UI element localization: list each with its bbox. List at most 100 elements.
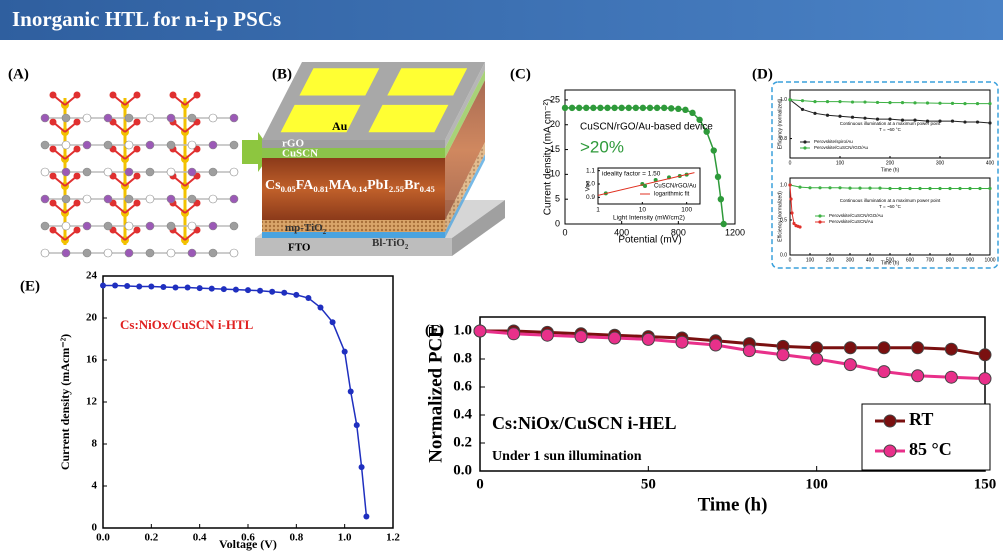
perovskite-label-sub: 0.81: [313, 184, 328, 194]
atom: [167, 249, 175, 257]
atom: [83, 114, 91, 122]
y-tick-label: 0.2: [453, 434, 472, 450]
atom: [209, 249, 217, 257]
y-tick-label: 0.6: [453, 378, 472, 394]
x-tick-label: 800: [946, 257, 955, 263]
data-point: [718, 196, 724, 202]
x-tick-label: 1200: [725, 227, 745, 237]
data-point: [851, 116, 854, 119]
atom: [167, 141, 175, 149]
data-point: [293, 292, 299, 298]
data-point: [945, 371, 957, 383]
data-point: [269, 289, 275, 295]
x-tick-label: 0: [789, 160, 792, 166]
data-point: [173, 285, 179, 291]
atom: [230, 249, 238, 257]
atom: [125, 114, 133, 122]
data-point: [359, 464, 365, 470]
data-point: [912, 342, 924, 354]
atom: [167, 114, 175, 122]
au-pad: [281, 105, 361, 132]
x-tick-label: 400: [986, 160, 995, 166]
au-pad: [368, 105, 448, 132]
y-tick-label: 0.0: [780, 252, 787, 258]
data-point: [858, 187, 861, 190]
bl-tio2-label: Bl-TiO2: [372, 237, 409, 251]
data-point: [136, 284, 142, 290]
atom: [230, 168, 238, 176]
atom: [110, 92, 117, 99]
data-point: [257, 288, 263, 294]
atom: [41, 195, 49, 203]
atom: [104, 168, 112, 176]
atom: [74, 173, 81, 180]
y-axis-label: Normalized PCE: [425, 325, 446, 463]
data-point: [878, 187, 881, 190]
data-point: [654, 105, 660, 111]
annotation: CuSCN/rGO/Au-based device: [580, 122, 713, 133]
x-tick-label: 0.4: [193, 532, 207, 544]
y-tick-label: 24: [86, 270, 98, 282]
data-point: [148, 284, 154, 290]
atom: [134, 92, 141, 99]
mp-tio2-label-sub: 2: [323, 229, 327, 236]
data-point: [976, 102, 979, 105]
y-axis-label: Voc: [585, 180, 592, 192]
data-point: [912, 370, 924, 382]
atom: [83, 195, 91, 203]
atom: [83, 141, 91, 149]
atom: [146, 249, 154, 257]
data-point: [233, 287, 239, 293]
perovskite-label-part: MA: [329, 178, 353, 193]
fto-label: FTO: [288, 242, 311, 254]
legend-label: logarithmic fit: [654, 192, 690, 198]
x-axis-label: Time (h): [698, 494, 768, 515]
atom: [41, 249, 49, 257]
atom: [194, 92, 201, 99]
data-point: [888, 101, 891, 104]
data-point: [124, 283, 130, 289]
page: { "header": {"title": "Inorganic HTL for…: [0, 0, 1003, 553]
data-point: [743, 345, 755, 357]
x-axis-label: Voltage (V): [219, 537, 277, 551]
x-tick-label: 1000: [984, 257, 995, 263]
atom: [230, 141, 238, 149]
data-point: [978, 187, 981, 190]
atom: [125, 168, 133, 176]
data-point: [790, 211, 793, 214]
data-point: [876, 101, 879, 104]
atom: [188, 114, 196, 122]
data-point: [951, 102, 954, 105]
atom: [188, 195, 196, 203]
y-tick-label: 0: [555, 218, 560, 228]
data-point: [928, 187, 931, 190]
x-axis-label: Time (h): [881, 260, 900, 266]
annotation: Under 1 sun illumination: [492, 449, 642, 464]
legend-label: 85 °C: [909, 439, 952, 459]
data-point: [711, 147, 717, 153]
data-point: [305, 295, 311, 301]
atom: [167, 195, 175, 203]
y-axis-label: Efficiency (normalized): [777, 98, 783, 149]
atom: [125, 141, 133, 149]
atom: [74, 146, 81, 153]
legend-label: Perovskite/spiro/Au: [814, 139, 853, 144]
cuscn-label: CuSCN: [282, 148, 318, 160]
atom: [104, 222, 112, 230]
legend-label: Perovskite/CuSCN/rGO/Au: [814, 145, 869, 150]
data-point: [562, 105, 568, 111]
y-tick-label: 1.1: [586, 167, 595, 174]
data-point: [682, 107, 688, 113]
y-axis-label: Current density (mA cm⁻²): [543, 99, 554, 215]
atom: [74, 119, 81, 126]
data-point: [318, 305, 324, 311]
atom: [134, 119, 141, 126]
atom: [134, 200, 141, 207]
x-tick-label: 400: [866, 257, 875, 263]
atom: [230, 114, 238, 122]
perovskite-label-part: PbI: [367, 178, 389, 193]
data-point: [720, 221, 726, 227]
atom: [125, 195, 133, 203]
perovskite-label-part: Cs: [265, 178, 281, 193]
data-point: [474, 325, 486, 337]
